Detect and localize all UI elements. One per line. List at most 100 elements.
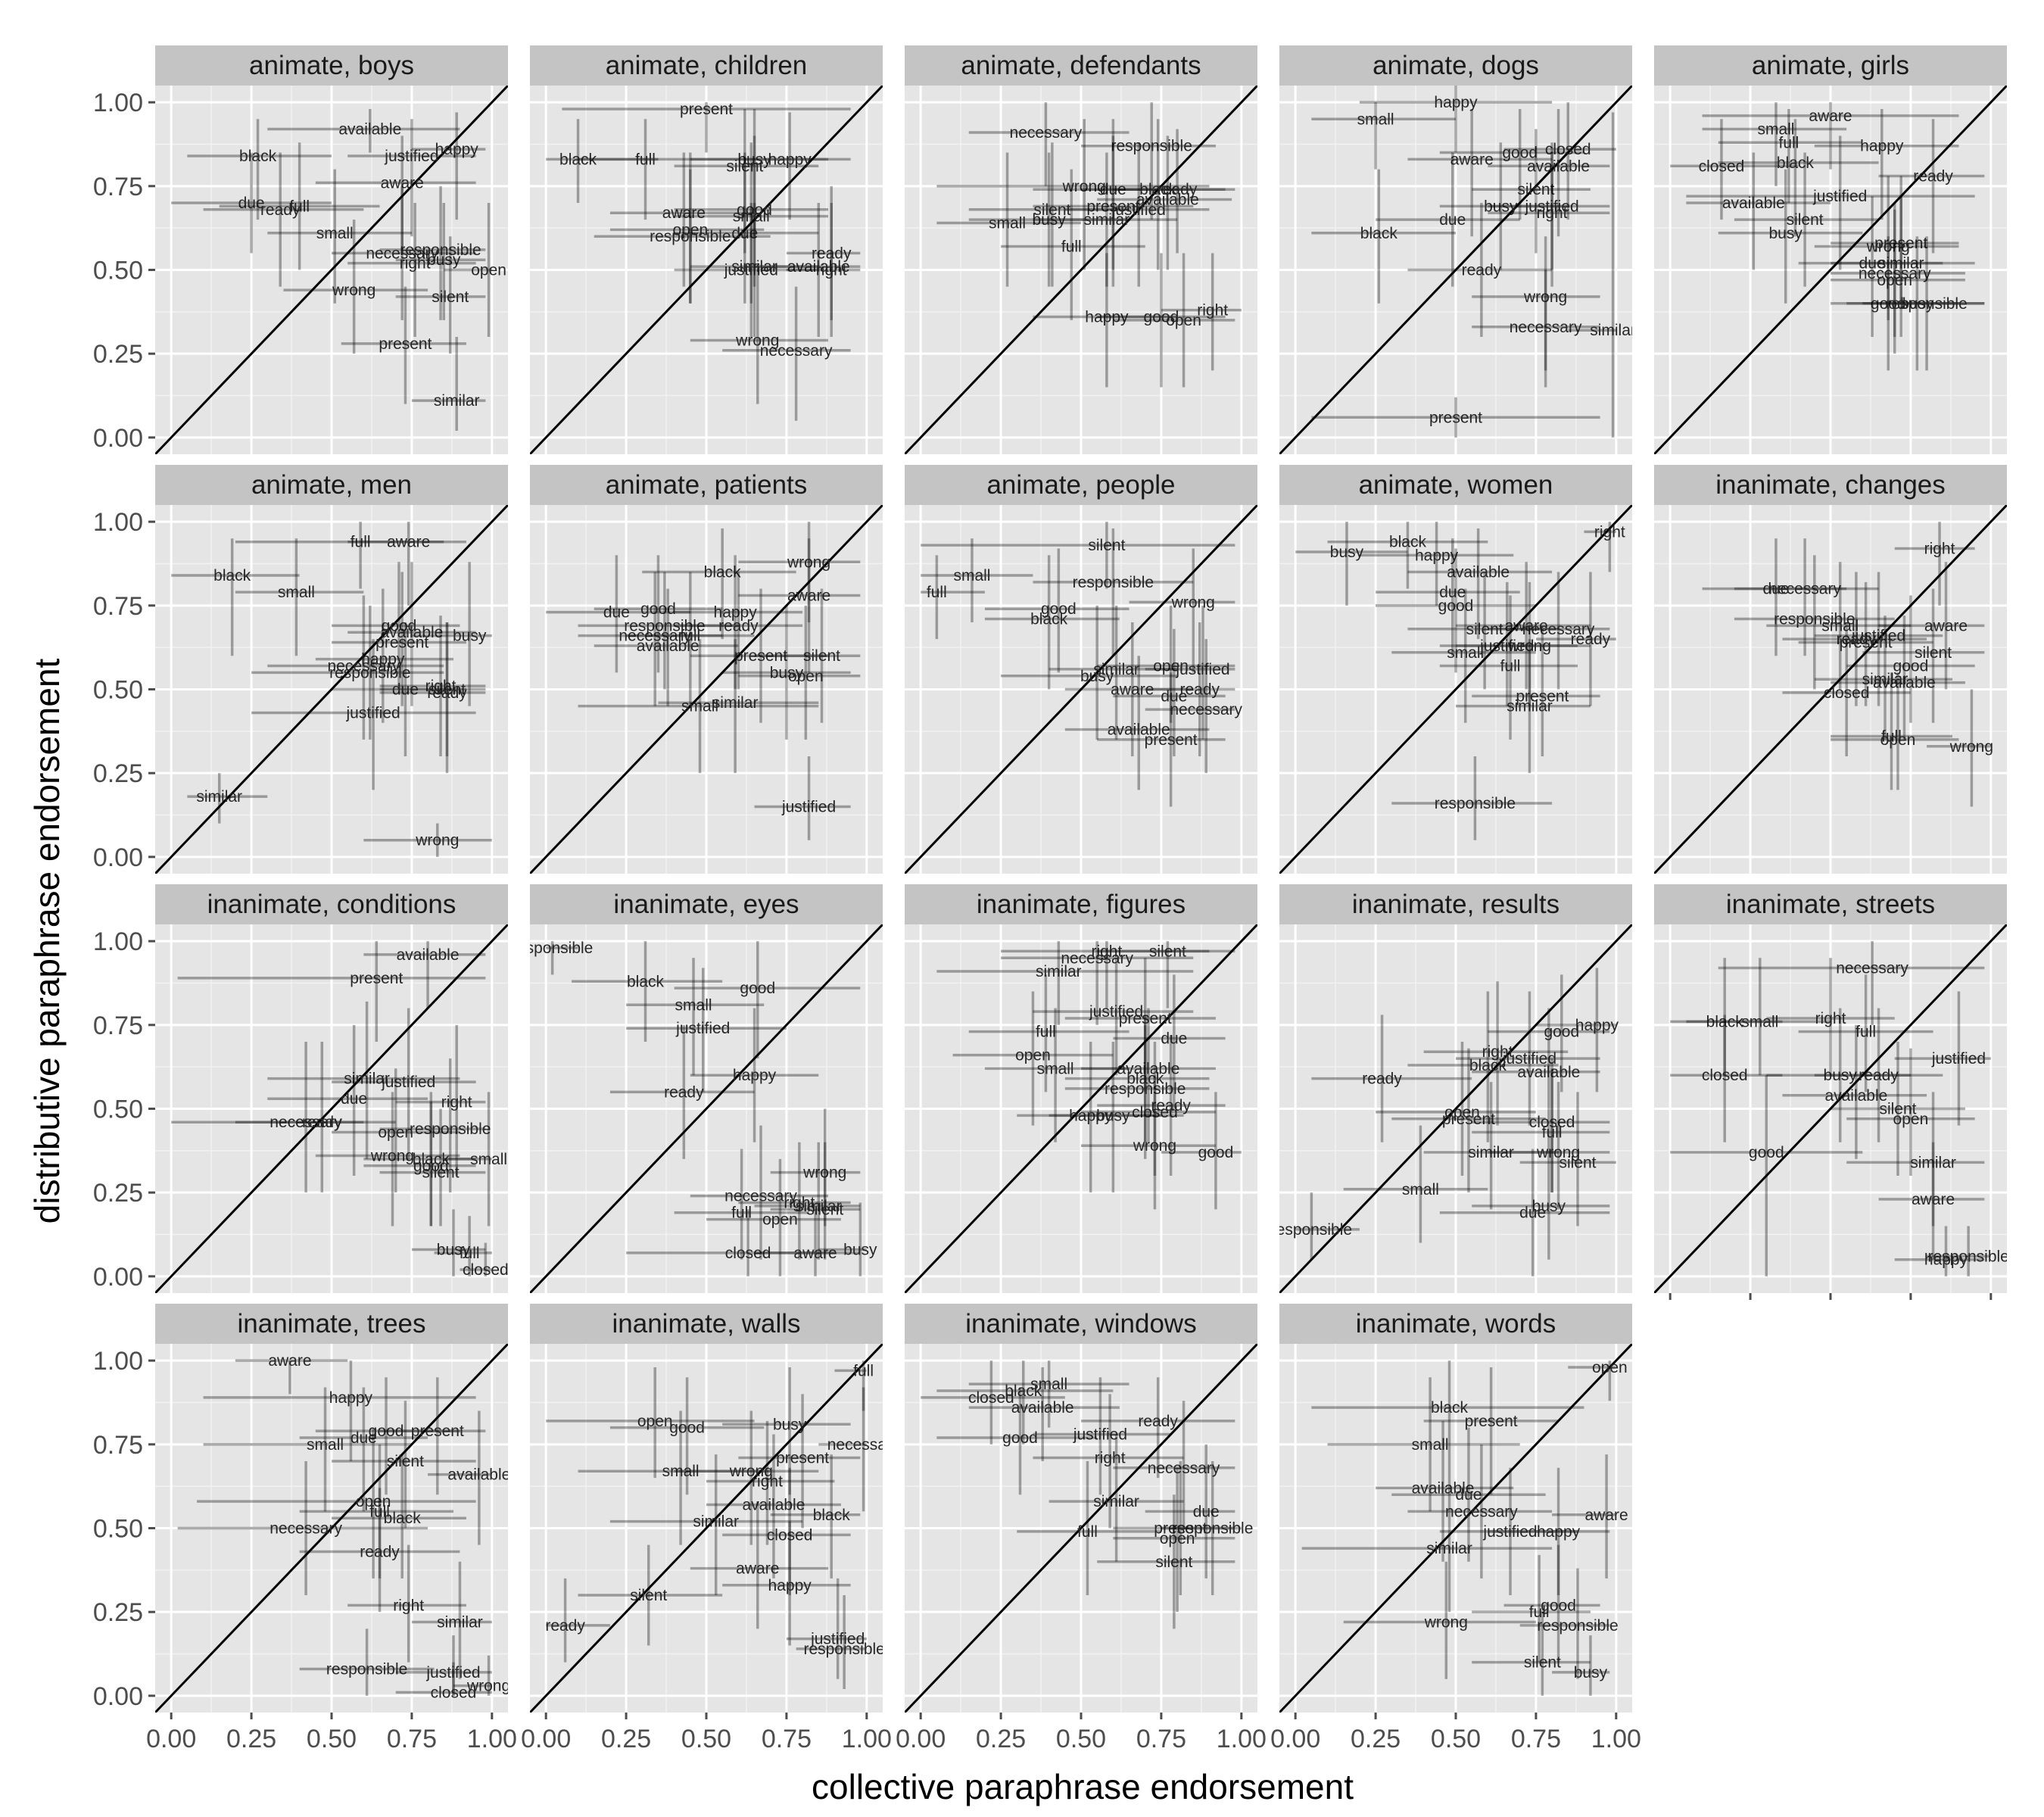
word-label: small: [1357, 111, 1394, 128]
word-label: aware: [1585, 1507, 1628, 1524]
identity-line: [155, 1344, 508, 1713]
word-label: aware: [793, 1245, 837, 1262]
word-label: ready: [1151, 1097, 1191, 1114]
point-responsible: responsible: [1033, 528, 1194, 656]
word-label: small: [953, 567, 990, 584]
word-label: small: [316, 225, 354, 242]
word-label: similar: [1862, 671, 1908, 688]
word-label: present: [1465, 1413, 1518, 1430]
word-label: good: [1041, 600, 1077, 618]
word-label: right: [1594, 523, 1625, 541]
point-aware: aware: [1552, 1454, 1628, 1579]
point-justified: justified: [1686, 136, 1975, 270]
word-label: small: [662, 1463, 700, 1480]
word-label: busy: [1769, 225, 1803, 242]
point-open: open: [738, 605, 861, 740]
y-tick-label: 0.75: [93, 592, 143, 621]
point-justified: justified: [786, 1578, 867, 1679]
word-label: ready: [664, 1083, 704, 1101]
y-tick-label: 0.00: [93, 1263, 143, 1292]
point-ready: ready: [299, 1488, 460, 1613]
word-label: present: [1840, 634, 1893, 652]
word-label: closed: [968, 1389, 1014, 1407]
word-label: right: [441, 1094, 472, 1111]
word-label: ready: [1179, 681, 1220, 699]
word-label: available: [380, 624, 443, 641]
point-responsible: responsible: [1519, 1568, 1619, 1679]
word-label: happy: [1434, 94, 1478, 111]
panel-strip: [905, 884, 1257, 924]
word-label: aware: [736, 1560, 779, 1578]
point-due: due: [332, 622, 466, 757]
y-tick-label: 0.25: [93, 1598, 143, 1627]
word-label: busy: [1032, 211, 1066, 229]
point-ready: ready: [1311, 1014, 1472, 1142]
point-small: small: [936, 152, 1081, 287]
word-label: closed: [1132, 1104, 1178, 1121]
word-label: full: [1542, 1124, 1563, 1141]
point-responsible: responsible: [1161, 1460, 1253, 1596]
word-label: small: [1030, 1376, 1067, 1393]
point-necessary: necessary: [1145, 639, 1243, 774]
word-label: silent: [1155, 1554, 1192, 1571]
word-label: present: [1154, 1520, 1207, 1538]
identity-line: [155, 86, 508, 454]
point-right: right: [1584, 522, 1625, 572]
identity-line: [155, 505, 508, 874]
identity-line: [1279, 505, 1632, 874]
word-label: wrong: [332, 282, 375, 299]
panel-strip: [530, 884, 883, 924]
word-label: silent: [1559, 1154, 1596, 1171]
word-label: busy: [1574, 1664, 1608, 1681]
point-silent: silent: [674, 108, 819, 254]
word-label: small: [278, 584, 315, 601]
word-label: available: [1824, 1087, 1887, 1105]
point-similar: similar: [1048, 605, 1178, 740]
point-busy: busy: [1439, 142, 1569, 270]
word-label: small: [681, 698, 718, 715]
x-tick-label: 0.00: [521, 1725, 571, 1753]
word-label: available: [338, 121, 401, 139]
panel-content: happy small closed good aware available silent…: [1279, 86, 1632, 454]
point-justified: justified: [1488, 142, 1610, 270]
word-label: black: [1706, 1013, 1744, 1030]
word-label: wrong: [370, 1147, 414, 1164]
word-label: open: [1166, 312, 1201, 329]
point-open: open: [1376, 1041, 1536, 1177]
word-label: available: [447, 1466, 510, 1484]
panel-title: animate, men: [251, 470, 412, 500]
word-label: full: [1061, 238, 1082, 256]
point-full: full: [578, 119, 723, 220]
word-label: aware: [387, 534, 430, 551]
word-label: present: [379, 335, 432, 353]
point-right: right: [1488, 152, 1610, 287]
word-label: open: [1153, 658, 1189, 675]
word-label: good: [1749, 1144, 1784, 1161]
word-label: closed: [1699, 157, 1745, 175]
word-label: small: [1412, 1436, 1449, 1454]
word-label: right: [1482, 1043, 1513, 1061]
word-label: open: [356, 1493, 391, 1510]
point-ready: ready: [1814, 1008, 1943, 1142]
word-label: right: [1095, 1450, 1126, 1467]
word-label: responsible: [512, 940, 593, 957]
word-label: black: [1431, 1399, 1469, 1417]
point-wrong: wrong: [1488, 1082, 1610, 1210]
point-busy: busy: [722, 1367, 851, 1495]
point-open: open: [1831, 209, 1965, 354]
point-good: good: [1488, 974, 1610, 1092]
point-small: small: [1702, 102, 1847, 186]
point-happy: happy: [1535, 968, 1619, 1092]
point-happy: happy: [1814, 108, 1959, 220]
word-label: good: [1144, 308, 1179, 326]
point-justified: justified: [1033, 1377, 1171, 1495]
panel-strip: [1279, 1304, 1632, 1344]
point-present: present: [1798, 581, 1933, 706]
point-silent: silent: [770, 1142, 861, 1260]
point-due: due: [171, 152, 332, 254]
word-label: full: [1855, 1024, 1876, 1041]
point-available: available: [594, 588, 739, 706]
point-black: black: [1407, 991, 1559, 1142]
